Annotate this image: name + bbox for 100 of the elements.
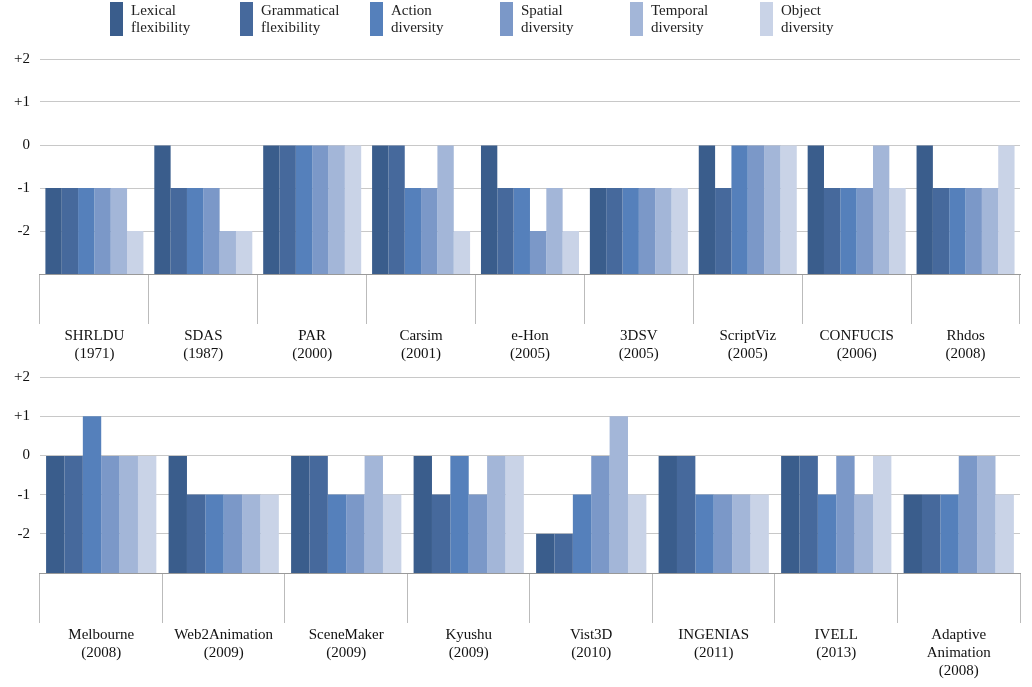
bar	[186, 494, 206, 573]
bar	[468, 494, 488, 573]
x-tick-label: Rhdos (2008)	[945, 326, 986, 362]
y-tick-label: -2	[17, 524, 30, 541]
bar	[205, 494, 224, 573]
bar	[732, 494, 751, 573]
legend-label: Grammatical flexibility	[261, 2, 340, 36]
bar	[750, 494, 769, 573]
x-tick-label: SceneMaker (2009)	[308, 625, 384, 661]
legend-label: Lexical flexibility	[131, 2, 191, 36]
y-tick-label: 0	[22, 446, 30, 463]
bar	[453, 231, 471, 274]
bar	[309, 455, 328, 573]
bar	[562, 231, 579, 274]
bar	[480, 145, 498, 274]
bar	[46, 455, 65, 573]
bar	[589, 188, 607, 274]
x-tick-label: Vist3D (2010)	[570, 625, 613, 661]
bar	[932, 188, 950, 274]
x-tick-label: Carsim (2001)	[399, 326, 444, 362]
bar	[529, 231, 547, 274]
bar	[505, 455, 524, 573]
bar	[591, 455, 610, 573]
bar	[64, 455, 83, 573]
bar	[856, 188, 873, 274]
bar	[513, 188, 530, 274]
x-tick-label: 3DSV (2005)	[618, 326, 659, 362]
bar	[382, 494, 402, 573]
y-tick-label: -2	[17, 221, 30, 238]
bar	[695, 494, 714, 573]
x-tick-label: Adaptive Animation (2008)	[926, 625, 992, 679]
bar	[671, 188, 688, 274]
bar	[958, 455, 978, 573]
bar	[119, 455, 138, 573]
x-tick-label: Melbourne (2008)	[68, 625, 135, 661]
bar	[715, 188, 732, 274]
x-tick-label: PAR (2000)	[292, 326, 333, 362]
bar	[203, 188, 220, 274]
x-tick-label: e-Hon (2005)	[509, 326, 550, 362]
bar	[731, 145, 748, 274]
bar	[497, 188, 514, 274]
bar	[922, 494, 941, 573]
bar	[854, 494, 873, 573]
x-tick-label: SDAS (1987)	[183, 326, 224, 362]
y-tick-label: +1	[13, 407, 30, 424]
bar	[606, 188, 623, 274]
bar	[949, 188, 966, 274]
bar	[916, 145, 933, 274]
bar	[546, 188, 563, 274]
x-tick-label: Web2Animation (2009)	[174, 625, 274, 661]
bar	[487, 455, 506, 573]
bar	[421, 188, 438, 274]
bar	[295, 145, 313, 274]
bar	[627, 494, 647, 573]
bar	[260, 494, 279, 573]
y-tick-label: -1	[17, 485, 30, 502]
bar	[78, 188, 95, 274]
bar	[609, 416, 628, 573]
bar	[554, 533, 573, 573]
bar	[965, 188, 982, 274]
bar	[413, 455, 432, 573]
bar	[328, 145, 345, 274]
bar	[344, 145, 362, 274]
bar	[940, 494, 959, 573]
bar	[977, 455, 996, 573]
bar	[658, 455, 677, 573]
x-tick-label: SHRLDU (1971)	[64, 326, 125, 362]
bar	[137, 455, 157, 573]
bar	[45, 188, 62, 274]
bar	[903, 494, 922, 573]
bar	[223, 494, 243, 573]
bar	[799, 455, 818, 573]
bar	[981, 188, 999, 274]
bar	[572, 494, 592, 573]
bar	[450, 455, 469, 573]
bar	[186, 188, 204, 274]
legend-label: Spatial diversity	[521, 2, 574, 36]
legend-label: Object diversity	[781, 2, 834, 36]
bar	[388, 145, 405, 274]
bar	[327, 494, 347, 573]
bar	[817, 494, 837, 573]
bar	[127, 231, 144, 274]
bar	[889, 188, 906, 274]
bar	[807, 145, 824, 274]
x-tick-label: ScriptViz (2005)	[719, 326, 777, 362]
bar	[536, 533, 555, 573]
y-tick-label: -1	[17, 178, 30, 195]
bar	[872, 455, 892, 573]
bar	[431, 494, 451, 573]
bar	[168, 455, 187, 573]
x-tick-label: CONFUCIS (2006)	[819, 326, 894, 362]
y-tick-label: +2	[13, 49, 30, 66]
bar	[61, 188, 79, 274]
bar	[372, 145, 389, 274]
legend-label: Temporal diversity	[651, 2, 709, 36]
bar	[823, 188, 841, 274]
bar	[655, 188, 672, 274]
bar	[872, 145, 890, 274]
x-tick-label: INGENIAS (2011)	[678, 625, 750, 661]
y-tick-label: +2	[13, 367, 30, 384]
